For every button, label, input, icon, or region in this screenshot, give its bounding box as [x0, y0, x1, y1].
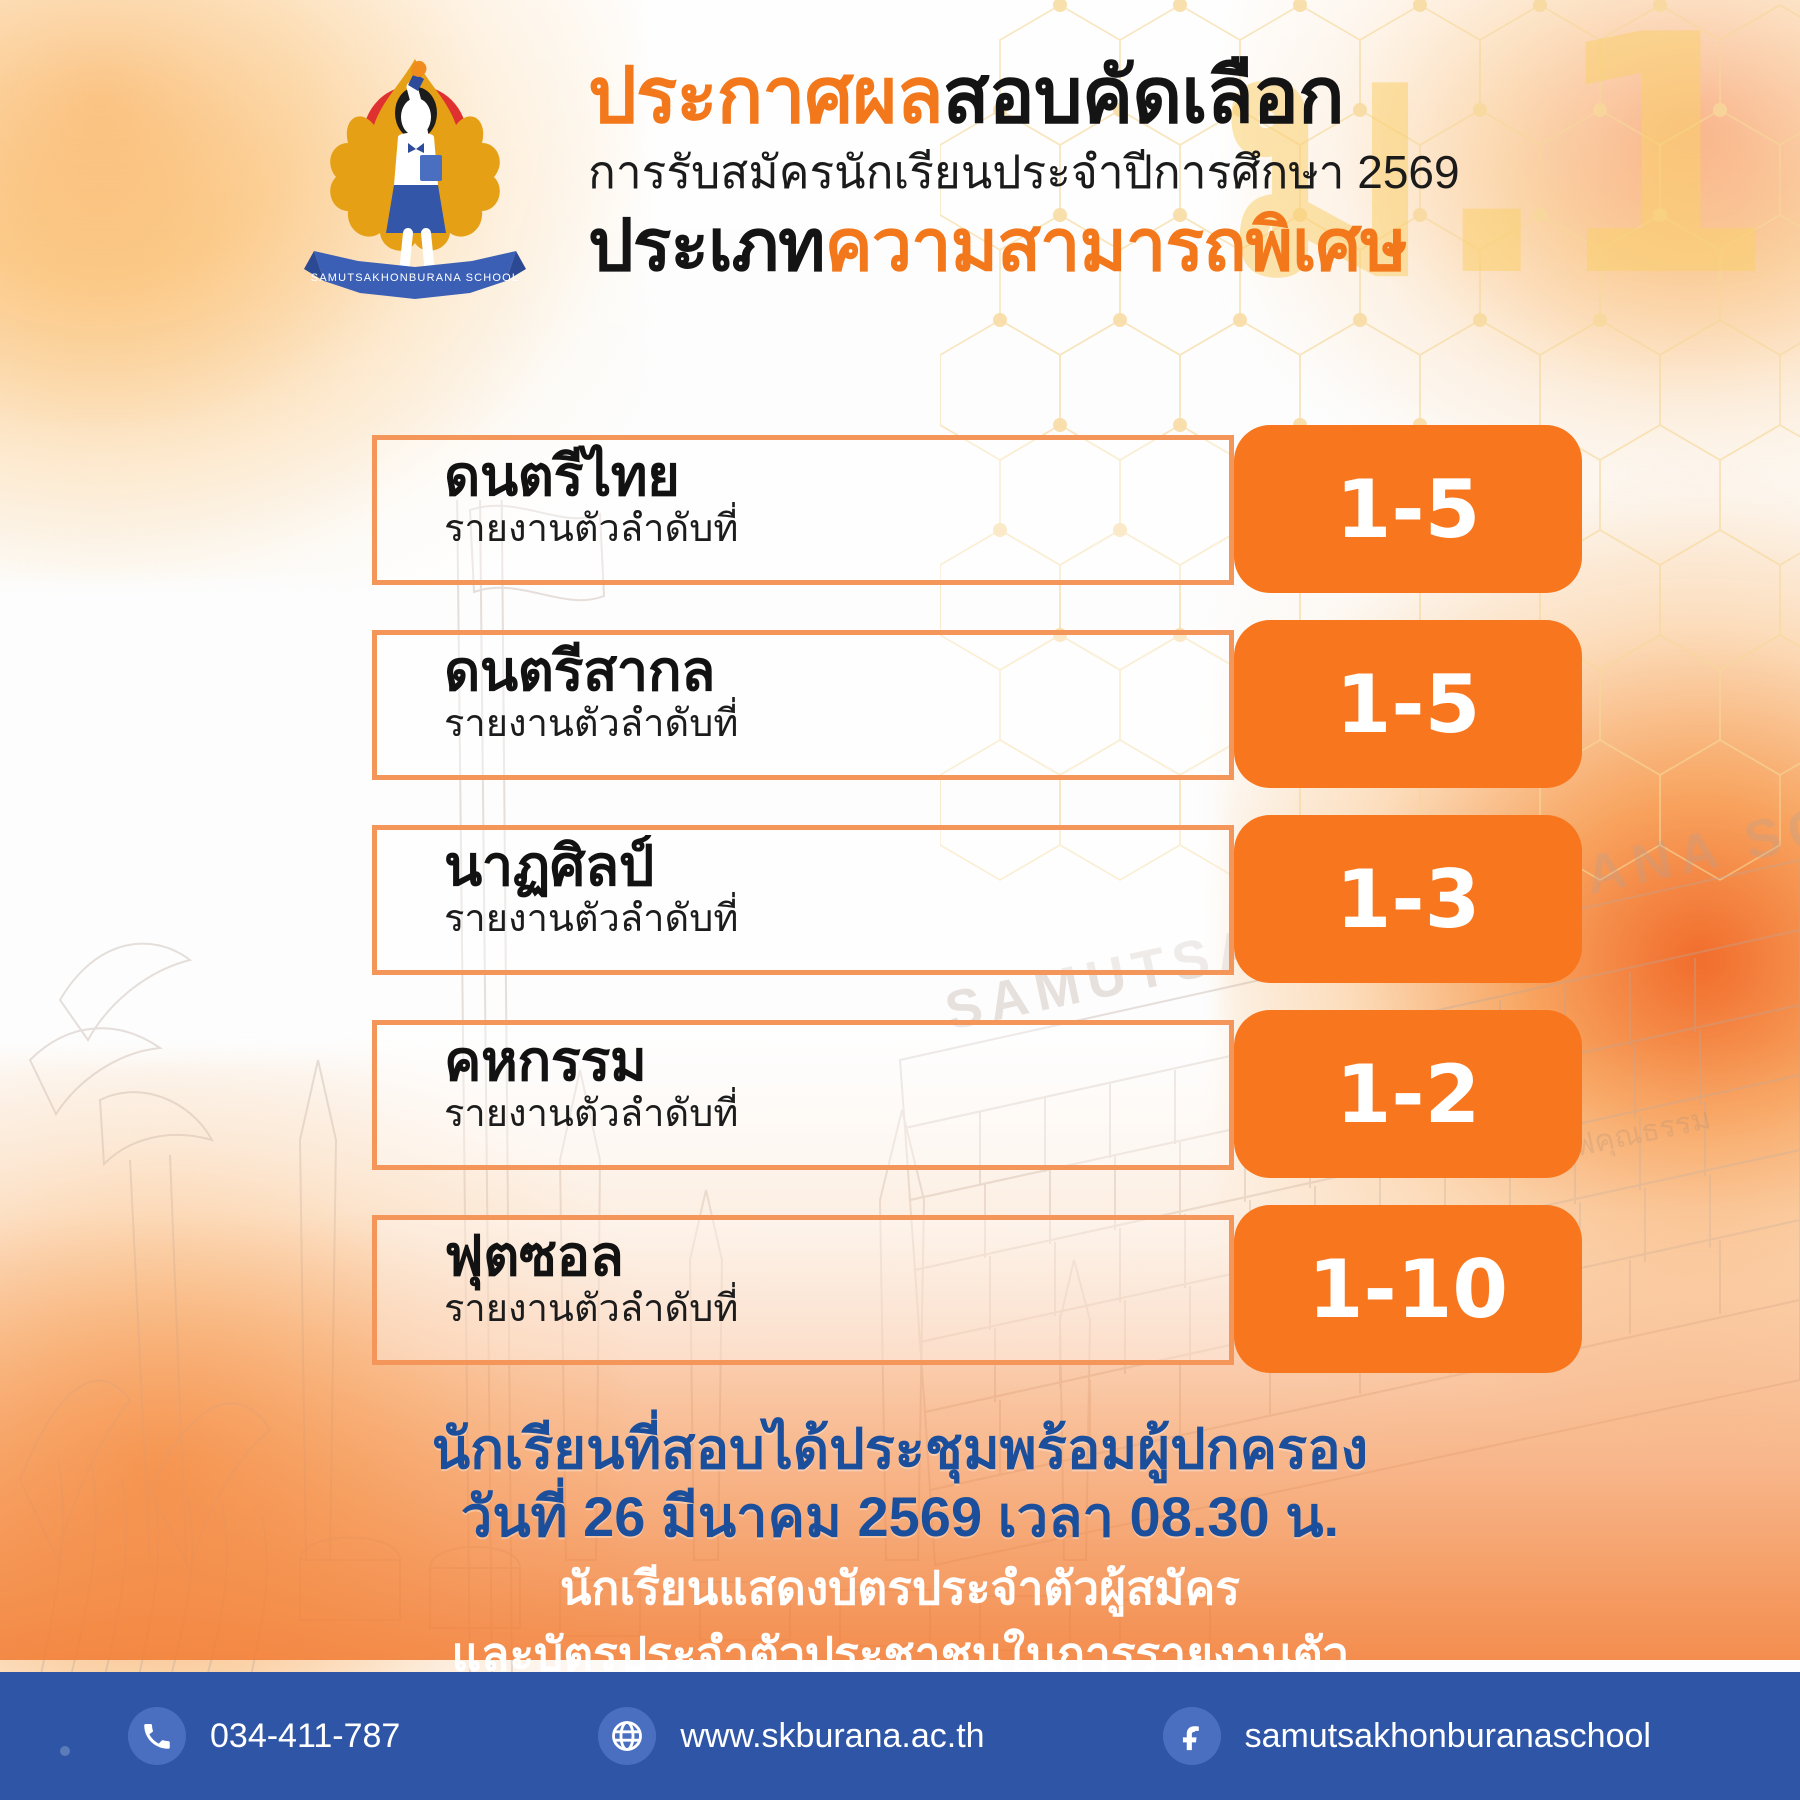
footer-phone-label: 034-411-787: [210, 1716, 401, 1755]
list-item: ดนตรีไทย รายงานตัวลำดับที่ 1-5: [372, 425, 1582, 612]
notice-meeting-line: นักเรียนที่สอบได้ประชุมพร้อมผู้ปกครอง: [431, 1417, 1369, 1480]
status-badge: 1-10: [1234, 1205, 1582, 1373]
result-row-text: คหกรรม รายงานตัวลำดับที่: [444, 1028, 738, 1138]
status-badge: 1-5: [1234, 620, 1582, 788]
result-row-box: [372, 630, 1234, 780]
notice-block: นักเรียนที่สอบได้ประชุมพร้อมผู้ปกครอง วั…: [0, 1415, 1800, 1683]
activity-name: ดนตรีไทย: [444, 444, 680, 507]
footer-facebook[interactable]: samutsakhonburanaschool: [1162, 1707, 1651, 1765]
report-order-label: รายงานตัวลำดับที่: [444, 898, 739, 940]
page-title-highlight: ประกาศผล: [588, 53, 944, 139]
contact-footer: 034-411-787 www.skburana.ac.th samutsakh…: [0, 1672, 1800, 1800]
activity-name: ฟุตซอล: [444, 1224, 624, 1287]
list-item: นาฏศิลป์ รายงานตัวลำดับที่ 1-3: [372, 815, 1582, 1002]
list-item: ฟุตซอล รายงานตัวลำดับที่ 1-10: [372, 1205, 1582, 1392]
result-row-box: [372, 1215, 1234, 1365]
report-order-label: รายงานตัวลำดับที่: [444, 1093, 739, 1135]
activity-name: ดนตรีสากล: [444, 639, 715, 702]
result-row-text: นาฏศิลป์ รายงานตัวลำดับที่: [444, 833, 738, 943]
title-block: ประกาศผลสอบคัดเลือก การรับสมัครนักเรียนป…: [588, 52, 1608, 288]
report-order-label: รายงานตัวลำดับที่: [444, 703, 739, 745]
globe-icon: [598, 1707, 657, 1765]
page-title: ประกาศผลสอบคัดเลือก: [588, 52, 1608, 140]
result-row-text: ดนตรีสากล รายงานตัวลำดับที่: [444, 638, 738, 748]
page-category-dark: ประเภท: [588, 206, 826, 286]
notice-documents-line1: นักเรียนแสดงบัตรประจำตัวผู้สมัคร: [560, 1562, 1240, 1614]
page-title-dark: สอบคัดเลือก: [942, 53, 1345, 139]
page-category: ประเภทความสามารถพิเศษ: [588, 204, 1608, 288]
footer-phone[interactable]: 034-411-787: [128, 1707, 400, 1765]
grade-watermark: ม.1: [1217, 0, 1778, 349]
school-crest-icon: SAMUTSAKHONBURANA SCHOOL: [304, 59, 526, 299]
status-badge: 1-5: [1234, 425, 1582, 593]
result-row-box: [372, 435, 1234, 585]
poster-header: ม.1: [0, 0, 1800, 350]
notice-documents-line2: และบัตรประจำตัวประชาชนในการรายงานตัว: [451, 1628, 1349, 1680]
report-order-label: รายงานตัวลำดับที่: [444, 508, 739, 550]
phone-icon: [128, 1707, 186, 1765]
footer-facebook-label: samutsakhonburanaschool: [1244, 1716, 1651, 1755]
facebook-icon: [1162, 1707, 1221, 1765]
notice-datetime-line: วันที่ 26 มีนาคม 2569 เวลา 08.30 น.: [460, 1485, 1340, 1548]
footer-website-label: www.skburana.ac.th: [680, 1716, 985, 1755]
footer-website[interactable]: www.skburana.ac.th: [598, 1707, 985, 1765]
result-row-text: ฟุตซอล รายงานตัวลำดับที่: [444, 1223, 738, 1333]
activity-name: นาฏศิลป์: [444, 834, 654, 897]
page-subtitle: การรับสมัครนักเรียนประจำปีการศึกษา 2569: [588, 146, 1460, 198]
status-badge: 1-3: [1234, 815, 1582, 983]
page-category-highlight: ความสามารถพิเศษ: [824, 206, 1408, 286]
report-order-label: รายงานตัวลำดับที่: [444, 1288, 739, 1330]
result-row-box: [372, 825, 1234, 975]
activity-name: คหกรรม: [444, 1029, 647, 1092]
status-badge: 1-2: [1234, 1010, 1582, 1178]
result-row-text: ดนตรีไทย รายงานตัวลำดับที่: [444, 443, 738, 553]
list-item: คหกรรม รายงานตัวลำดับที่ 1-2: [372, 1010, 1582, 1197]
list-item: ดนตรีสากล รายงานตัวลำดับที่ 1-5: [372, 620, 1582, 807]
results-list: ดนตรีไทย รายงานตัวลำดับที่ 1-5 ดนตรีสากล…: [372, 425, 1582, 1400]
footer-dot: [60, 1746, 70, 1756]
result-row-box: [372, 1020, 1234, 1170]
crest-caption: SAMUTSAKHONBURANA SCHOOL: [311, 272, 520, 284]
